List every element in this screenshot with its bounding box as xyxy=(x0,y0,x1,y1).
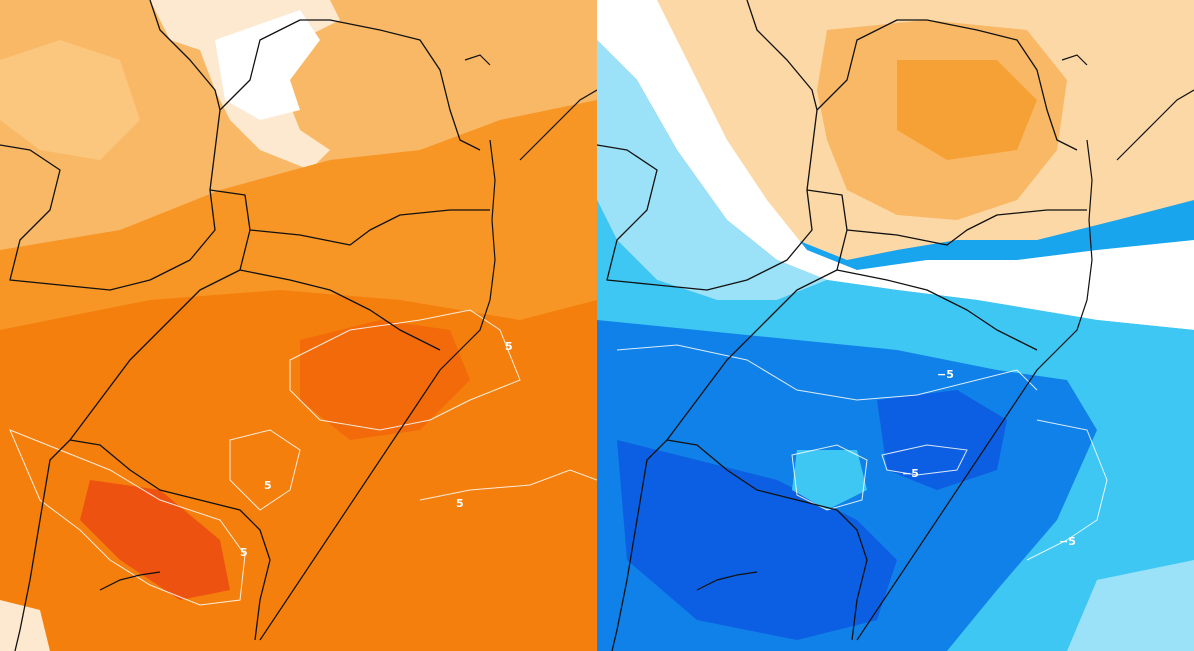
ocean-orange xyxy=(300,480,597,651)
isoline-minus5-pocket xyxy=(791,444,868,511)
border-santa-catarina xyxy=(239,269,441,351)
border-santa-catarina xyxy=(836,269,1038,351)
isoline-minus5-ocean xyxy=(1026,419,1108,561)
coastline-river-plate xyxy=(99,571,161,591)
light-blue-west xyxy=(597,40,827,300)
warm-core-north xyxy=(897,60,1037,160)
coastline xyxy=(259,139,496,641)
border-uruguay xyxy=(666,439,868,641)
border-parana xyxy=(209,189,490,246)
map-panel-warm: 5 5 5 5 xyxy=(0,0,597,651)
isoline-minus5-north xyxy=(616,344,1038,401)
coastline-lagoon-north xyxy=(464,54,491,66)
light-pocket-center xyxy=(792,450,867,510)
border-northwest xyxy=(149,0,221,111)
isoline-5-ocean xyxy=(419,469,597,501)
border-parana xyxy=(806,189,1087,246)
pale-zone-west xyxy=(0,40,140,160)
contour-label: −5 xyxy=(1059,535,1076,548)
contour-label: −5 xyxy=(902,467,919,480)
contour-label: 5 xyxy=(505,340,513,353)
coastline-northeast xyxy=(1116,89,1194,161)
border-uruguay xyxy=(69,439,271,641)
isoline-5-east xyxy=(289,309,521,431)
deep-blue-center xyxy=(877,390,1007,490)
border-north xyxy=(0,19,481,291)
border-west xyxy=(14,229,251,651)
coastline-northeast xyxy=(519,89,597,161)
coastline-lagoon-north xyxy=(1061,54,1088,66)
contour-label: −5 xyxy=(937,368,954,381)
map-panel-cold: −5 −5 −5 xyxy=(597,0,1194,651)
isoline-5-central xyxy=(229,429,301,511)
contour-label: 5 xyxy=(456,497,464,510)
coastline xyxy=(856,139,1093,641)
border-northwest xyxy=(746,0,818,111)
border-north xyxy=(597,19,1078,291)
white-zone-north xyxy=(215,10,320,120)
contour-label: 5 xyxy=(264,479,272,492)
isoline-5-southwest xyxy=(9,429,246,606)
hot-spot-east xyxy=(300,320,470,440)
isoline-minus5-center xyxy=(881,444,968,476)
coastline-river-plate xyxy=(696,571,758,591)
border-west xyxy=(611,229,848,651)
pale-corner-sw xyxy=(0,600,50,651)
warm-anomaly-map: 5 5 5 5 xyxy=(0,0,597,651)
neutral-band xyxy=(597,0,1194,330)
light-blue-southeast xyxy=(1067,560,1194,651)
contour-label: 5 xyxy=(240,546,248,559)
deep-blue-southwest xyxy=(617,440,897,640)
hot-spot-southwest xyxy=(80,480,230,600)
cold-anomaly-map: −5 −5 −5 xyxy=(597,0,1194,651)
